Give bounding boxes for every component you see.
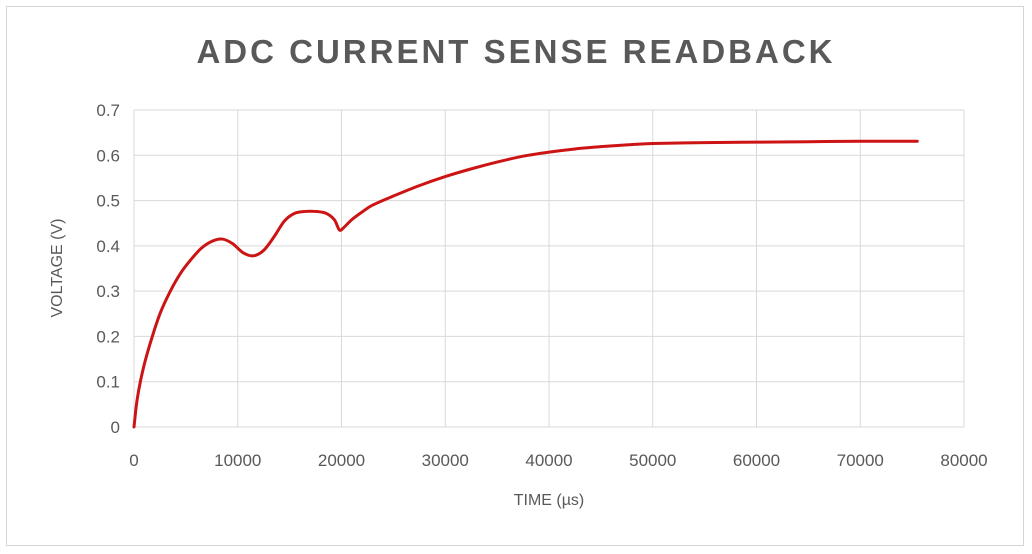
x-tick-label: 20000 [318, 451, 365, 470]
series-line [132, 139, 919, 429]
x-tick-label: 50000 [629, 451, 676, 470]
x-tick-label: 0 [129, 451, 138, 470]
x-axis-ticks: 0 10000 20000 30000 40000 50000 60000 70000 8000… [129, 451, 987, 470]
chart-title: ADC CURRENT SENSE READBACK [196, 33, 835, 70]
x-tick-label: 40000 [525, 451, 572, 470]
y-tick-label: 0.5 [96, 192, 120, 211]
grid [133, 109, 965, 428]
y-tick-label: 0.1 [96, 373, 120, 392]
y-tick-label: 0.6 [96, 146, 120, 165]
x-tick-label: 10000 [214, 451, 261, 470]
y-tick-label: 0.7 [96, 101, 120, 120]
y-tick-label: 0.3 [96, 282, 120, 301]
x-axis-label: TIME (µs) [514, 492, 585, 509]
series-group [132, 139, 919, 429]
x-tick-label: 60000 [733, 451, 780, 470]
y-axis-ticks: 0 0.1 0.2 0.3 0.4 0.5 0.6 0.7 [96, 101, 120, 437]
x-tick-label: 80000 [940, 451, 987, 470]
chart-frame [6, 6, 1024, 546]
y-axis-label: VOLTAGE (V) [49, 219, 66, 318]
x-tick-label: 30000 [422, 451, 469, 470]
y-tick-label: 0.4 [96, 237, 120, 256]
y-tick-label: 0.2 [96, 327, 120, 346]
x-tick-label: 70000 [837, 451, 884, 470]
y-tick-label: 0 [111, 418, 120, 437]
